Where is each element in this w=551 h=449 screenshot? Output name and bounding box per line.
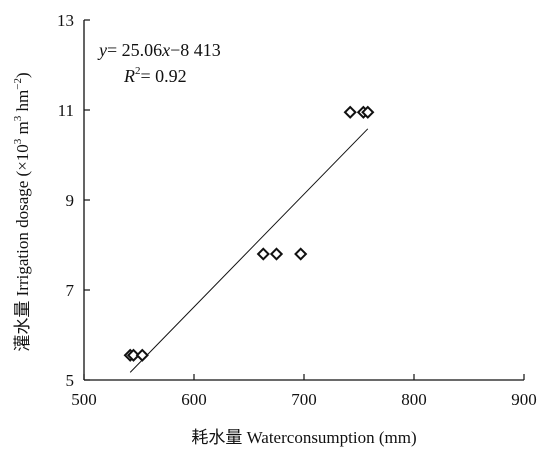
y-tick-label: 9 (66, 191, 75, 210)
regression-equation: y= 25.06x−8 413 (97, 40, 221, 60)
y-tick-label: 7 (66, 281, 75, 300)
trendline (129, 128, 369, 373)
y-axis-title: 灌水量 Irrigation dosage (×103 m3 hm−2) (12, 72, 32, 351)
r-squared-label: R2= 0.92 (123, 65, 187, 86)
x-tick-label: 800 (401, 390, 427, 409)
data-point (294, 247, 308, 261)
data-point (361, 105, 375, 119)
y-tick-label: 13 (57, 11, 74, 30)
data-points (123, 105, 375, 362)
data-point (126, 348, 141, 362)
data-point (343, 105, 357, 119)
data-point (256, 247, 270, 261)
x-ticks: 500 600 700 800 900 (71, 374, 537, 409)
trendline-group (129, 128, 369, 373)
x-axis-title: 耗水量 Waterconsumption (mm) (191, 428, 416, 447)
x-tick-label: 500 (71, 390, 97, 409)
data-point (135, 348, 149, 362)
data-point (269, 247, 284, 261)
y-tick-label: 11 (58, 101, 74, 120)
x-tick-label: 600 (181, 390, 207, 409)
x-tick-label: 900 (511, 390, 537, 409)
x-tick-label: 700 (291, 390, 317, 409)
y-tick-label: 5 (66, 371, 75, 390)
y-ticks: 5 7 9 11 13 (57, 11, 90, 390)
